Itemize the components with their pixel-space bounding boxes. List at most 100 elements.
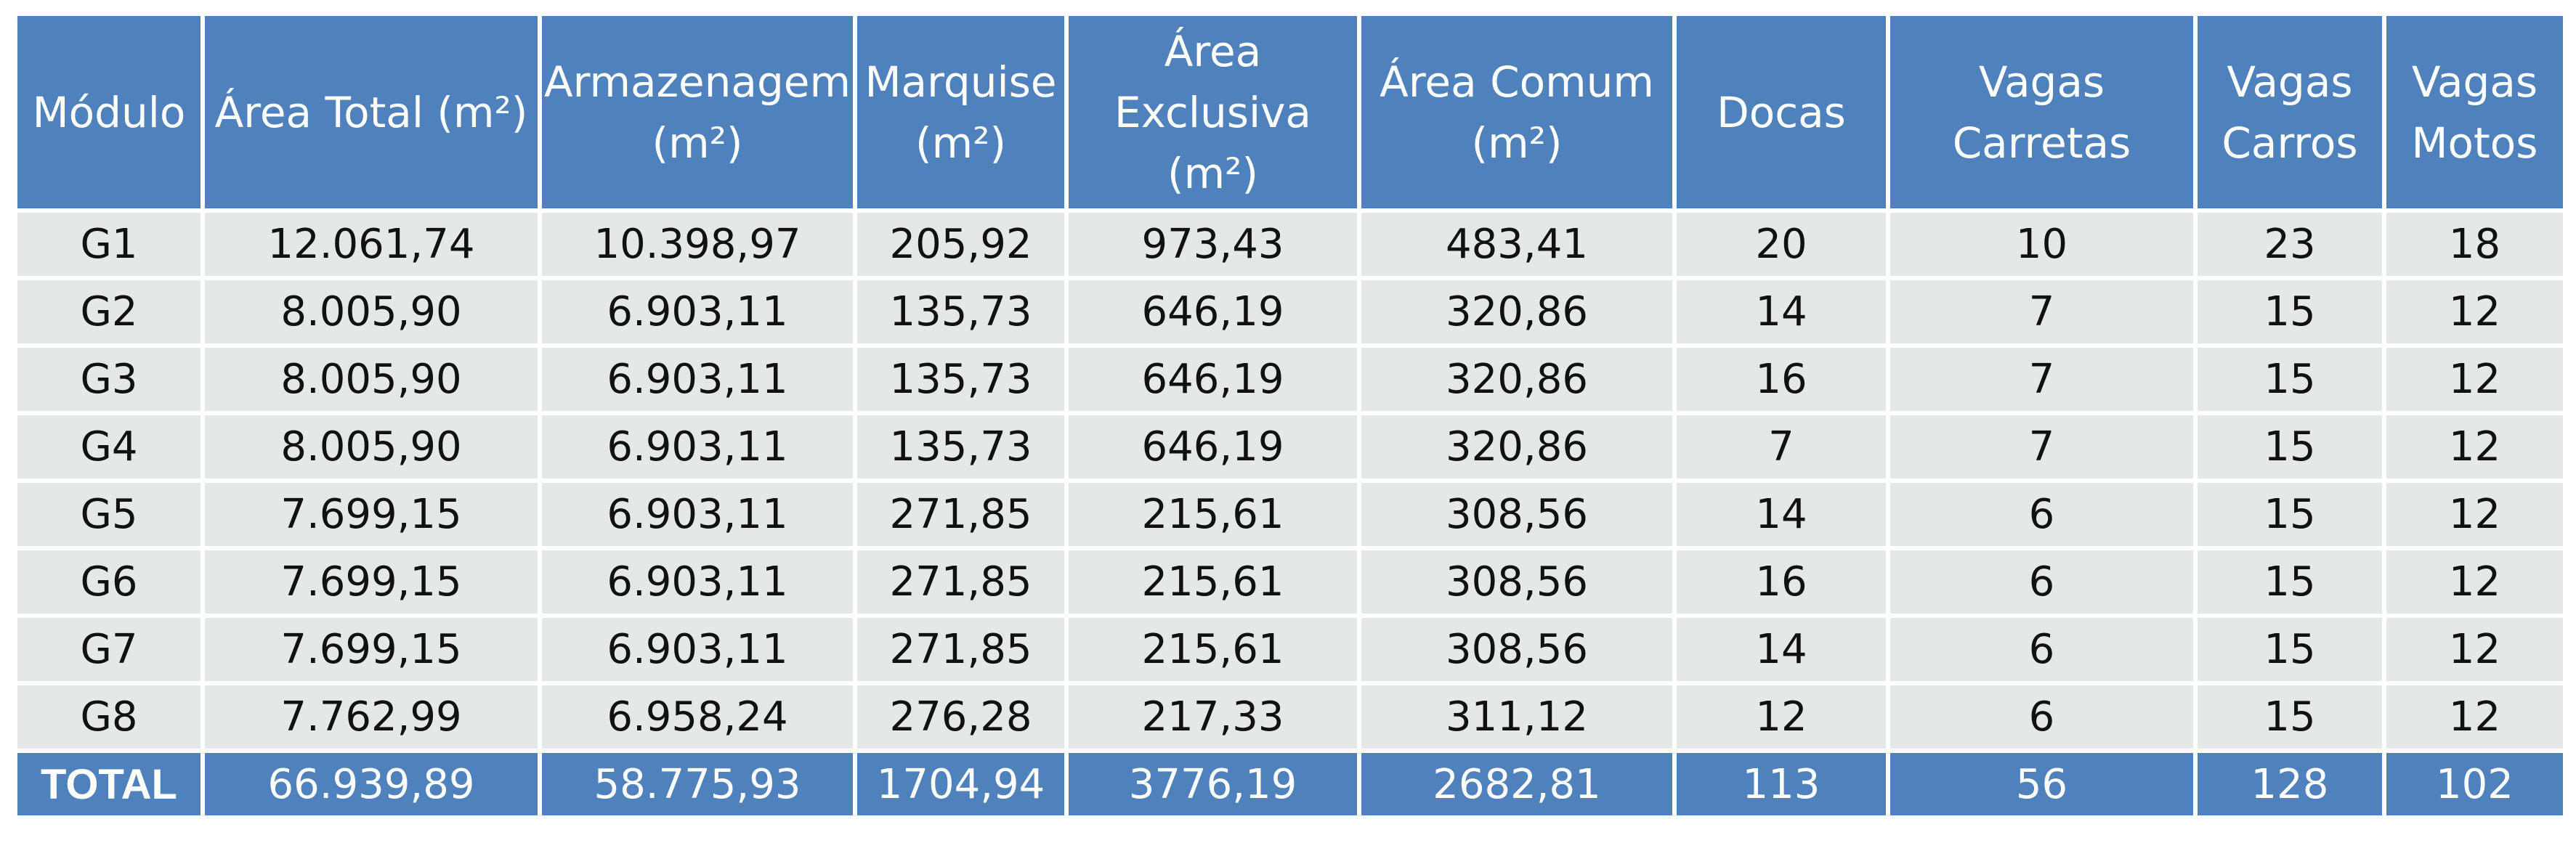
table-cell: 7.699,15 [201, 614, 542, 685]
table-cell: 7.699,15 [201, 478, 542, 550]
table-cell: 8.005,90 [201, 411, 542, 483]
total-cell: 3776,19 [1064, 749, 1361, 820]
table-cell: G3 [13, 343, 205, 415]
table-cell: 12.061,74 [201, 208, 542, 280]
total-row: TOTAL 66.939,89 58.775,93 1704,94 3776,19 268… [13, 749, 2567, 820]
total-cell: 102 [2382, 749, 2567, 820]
table-cell: 6.903,11 [538, 276, 857, 348]
header-text: Armazenagem [544, 57, 851, 107]
table-cell: G1 [13, 208, 205, 280]
table-cell: 12 [2382, 546, 2567, 618]
table-cell: 483,41 [1357, 208, 1677, 280]
data-table: Módulo Área Total (m²) Armazenagem (m²) Marq… [13, 12, 2567, 820]
header-text: (m²) [915, 118, 1006, 168]
table-cell: 6.903,11 [538, 546, 857, 618]
table-cell: 320,86 [1357, 343, 1677, 415]
table-cell: 7 [1886, 411, 2198, 483]
header-cell: Área Comum (m²) [1357, 12, 1677, 213]
table-cell: 135,73 [853, 411, 1069, 483]
table-cell: G8 [13, 681, 205, 753]
table-cell: G5 [13, 478, 205, 550]
table-cell: 15 [2193, 478, 2386, 550]
table-cell: 12 [2382, 276, 2567, 348]
table-cell: 20 [1672, 208, 1890, 280]
table-cell: 8.005,90 [201, 276, 542, 348]
table-cell: 6 [1886, 614, 2198, 685]
table-cell: 12 [1672, 681, 1890, 753]
header-cell: Vagas Motos [2382, 12, 2567, 213]
table-cell: 320,86 [1357, 276, 1677, 348]
table-cell: 271,85 [853, 546, 1069, 618]
table-row: G5 7.699,15 6.903,11 271,85 215,61 308,56 14 6 1… [13, 478, 2567, 550]
table-cell: 271,85 [853, 614, 1069, 685]
table-cell: 646,19 [1064, 276, 1361, 348]
table-cell: G6 [13, 546, 205, 618]
table-cell: 7.762,99 [201, 681, 542, 753]
table-cell: 308,56 [1357, 614, 1677, 685]
header-cell: Módulo [13, 12, 205, 213]
header-text: Carros [2221, 118, 2358, 168]
header-cell: Área Total (m²) [201, 12, 542, 213]
header-cell: Vagas Carretas [1886, 12, 2198, 213]
table-cell: 308,56 [1357, 478, 1677, 550]
table-cell: 7 [1886, 276, 2198, 348]
table-body: G1 12.061,74 10.398,97 205,92 973,43 483,41 20… [13, 208, 2567, 820]
table-cell: 6.903,11 [538, 614, 857, 685]
table-cell: 6.903,11 [538, 343, 857, 415]
table-cell: 6.958,24 [538, 681, 857, 753]
total-cell: 58.775,93 [538, 749, 857, 820]
table-cell: 7 [1672, 411, 1890, 483]
total-cell: 113 [1672, 749, 1890, 820]
table-cell: 215,61 [1064, 478, 1361, 550]
table-cell: 15 [2193, 614, 2386, 685]
table-cell: 12 [2382, 411, 2567, 483]
table-cell: 6 [1886, 681, 2198, 753]
table-cell: 16 [1672, 546, 1890, 618]
table-cell: G7 [13, 614, 205, 685]
table-cell: 12 [2382, 681, 2567, 753]
header-text: Vagas [1978, 57, 2105, 107]
table-cell: 15 [2193, 546, 2386, 618]
table-cell: 6 [1886, 478, 2198, 550]
table-cell: 7 [1886, 343, 2198, 415]
table-cell: 311,12 [1357, 681, 1677, 753]
table-cell: 646,19 [1064, 411, 1361, 483]
header-text: Vagas [2411, 57, 2538, 107]
table-cell: 15 [2193, 276, 2386, 348]
table-cell: 12 [2382, 343, 2567, 415]
table-row: G8 7.762,99 6.958,24 276,28 217,33 311,12 12 6 1… [13, 681, 2567, 753]
table-cell: 10.398,97 [538, 208, 857, 280]
table-cell: 205,92 [853, 208, 1069, 280]
header-cell: Área Exclusiva (m²) [1064, 12, 1361, 213]
table-cell: 16 [1672, 343, 1890, 415]
header-text: Marquise [864, 57, 1057, 107]
table-cell: 135,73 [853, 343, 1069, 415]
header-text: Área Comum [1380, 57, 1654, 107]
header-text: Carretas [1952, 118, 2131, 168]
table-cell: 14 [1672, 276, 1890, 348]
table-cell: 271,85 [853, 478, 1069, 550]
table-cell: 308,56 [1357, 546, 1677, 618]
total-cell: 128 [2193, 749, 2386, 820]
table-cell: 320,86 [1357, 411, 1677, 483]
table-cell: 15 [2193, 681, 2386, 753]
table-row: G2 8.005,90 6.903,11 135,73 646,19 320,86 14 7 1… [13, 276, 2567, 348]
table-cell: 10 [1886, 208, 2198, 280]
table-cell: 6.903,11 [538, 478, 857, 550]
header-text: Motos [2411, 118, 2538, 168]
header-text: Área Total (m²) [214, 87, 528, 137]
table-cell: 14 [1672, 478, 1890, 550]
table-cell: 8.005,90 [201, 343, 542, 415]
total-cell: TOTAL [13, 749, 205, 820]
table-row: G6 7.699,15 6.903,11 271,85 215,61 308,56 16 6 1… [13, 546, 2567, 618]
header-cell: Docas [1672, 12, 1890, 213]
table-cell: 14 [1672, 614, 1890, 685]
header-text: Vagas [2227, 57, 2353, 107]
header-cell: Marquise (m²) [853, 12, 1069, 213]
total-cell: 66.939,89 [201, 749, 542, 820]
table-cell: 23 [2193, 208, 2386, 280]
table-row: G7 7.699,15 6.903,11 271,85 215,61 308,56 14 6 1… [13, 614, 2567, 685]
table-cell: G4 [13, 411, 205, 483]
table-cell: 135,73 [853, 276, 1069, 348]
